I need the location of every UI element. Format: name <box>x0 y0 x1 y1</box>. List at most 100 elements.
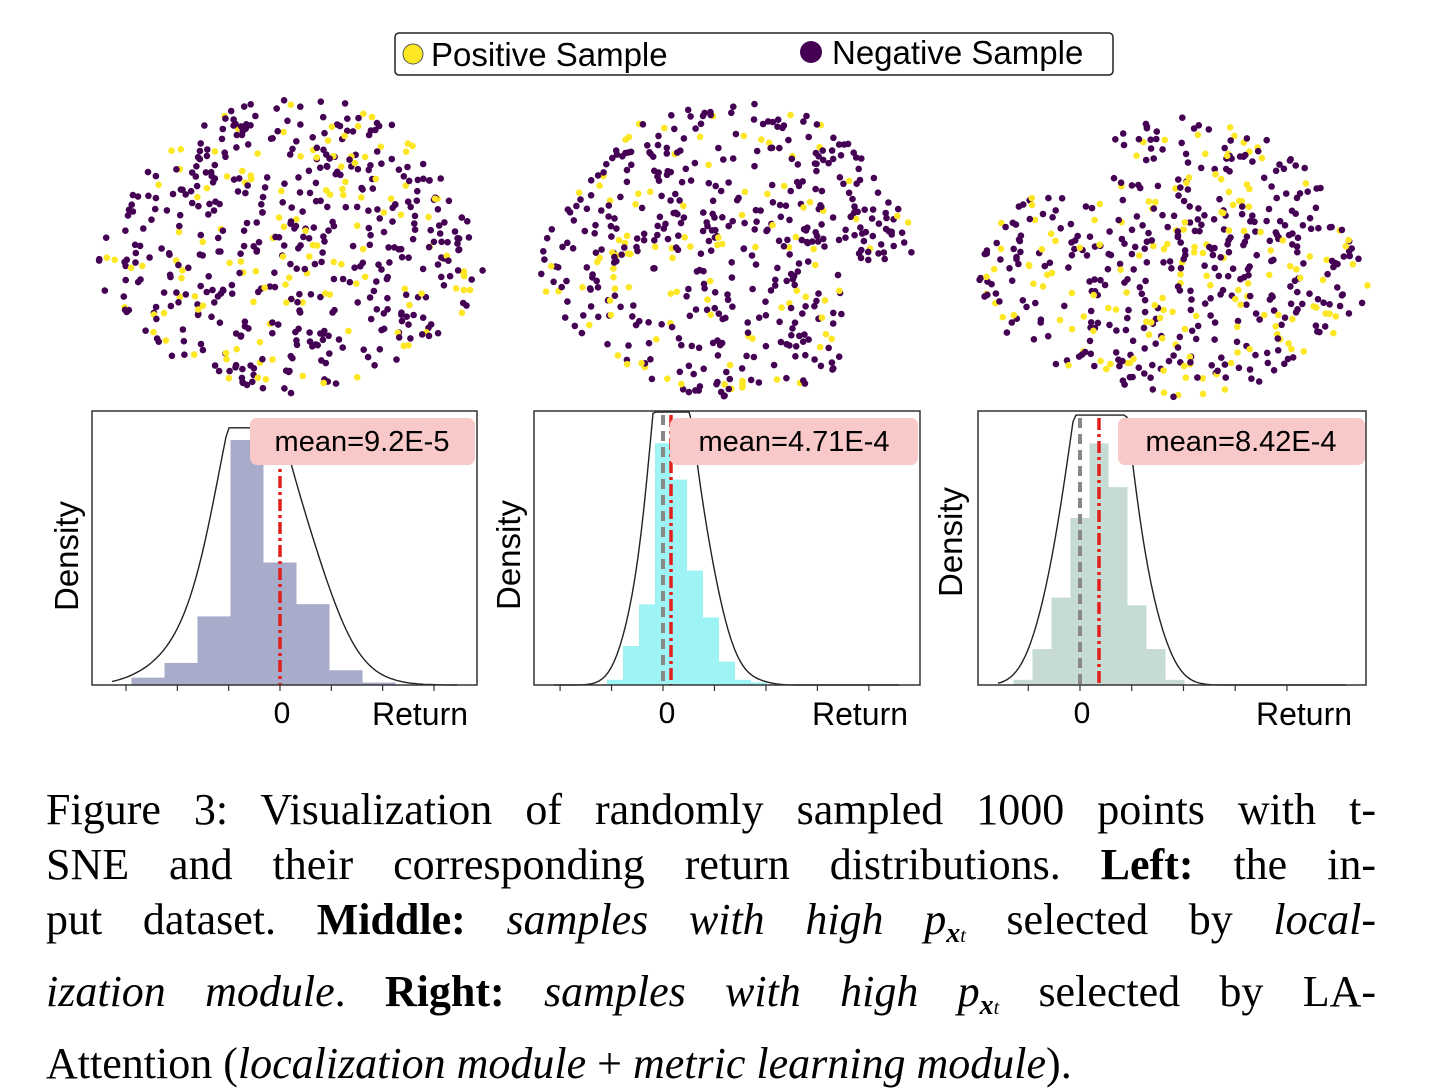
caption-text-15: metric learning module <box>633 1039 1047 1088</box>
negative-sample-point <box>600 169 607 176</box>
legend-positive-label: Positive Sample <box>431 36 668 73</box>
negative-sample-point <box>1256 316 1263 323</box>
positive-sample-point <box>999 313 1006 321</box>
positive-sample-point <box>339 185 346 193</box>
positive-sample-point <box>191 293 199 300</box>
positive-sample-point <box>177 146 185 153</box>
negative-sample-point <box>318 258 325 266</box>
negative-sample-point <box>206 200 213 208</box>
negative-sample-point <box>817 362 825 370</box>
negative-sample-point <box>569 245 577 252</box>
negative-sample-point <box>1170 212 1178 220</box>
negative-sample-point <box>129 208 137 215</box>
negative-sample-point <box>1346 252 1353 260</box>
negative-sample-point <box>281 180 288 187</box>
negative-sample-point <box>725 385 733 393</box>
positive-sample-point <box>828 335 835 343</box>
caption-figure-label: Figure 3: <box>46 785 229 834</box>
positive-sample-point <box>769 221 776 229</box>
negative-sample-point <box>792 353 799 360</box>
negative-sample-point <box>809 238 816 245</box>
negative-sample-point <box>829 320 837 327</box>
negative-sample-point <box>193 163 200 170</box>
negative-sample-point <box>1170 352 1177 359</box>
negative-sample-point <box>992 290 1000 297</box>
positive-sample-point <box>1161 136 1169 144</box>
positive-sample-point <box>718 240 726 248</box>
positive-sample-point <box>1240 227 1248 235</box>
negative-sample-point <box>195 202 202 210</box>
negative-sample-point <box>398 253 406 261</box>
positive-sample-point <box>1203 272 1210 280</box>
negative-sample-point <box>1252 228 1259 235</box>
negative-sample-point <box>1260 174 1268 182</box>
legend-negative-marker <box>800 41 822 63</box>
negative-sample-point <box>617 193 624 201</box>
negative-sample-point <box>583 264 591 271</box>
negative-sample-point <box>855 165 862 173</box>
negative-sample-point <box>1184 159 1192 166</box>
positive-sample-point <box>739 377 746 385</box>
negative-sample-point <box>592 221 599 229</box>
negative-sample-point <box>644 142 651 149</box>
negative-sample-point <box>791 319 799 327</box>
negative-sample-point <box>802 303 809 310</box>
positive-sample-point <box>705 161 712 169</box>
negative-sample-point <box>226 367 233 375</box>
negative-sample-point <box>776 318 783 326</box>
positive-sample-point <box>324 137 332 144</box>
negative-sample-point <box>772 276 779 284</box>
positive-sample-point <box>397 211 405 219</box>
negative-sample-point <box>1122 326 1130 334</box>
negative-sample-point <box>228 281 236 289</box>
positive-sample-point <box>1223 152 1231 160</box>
caption-line-4: ization module. Right: samples with high… <box>46 967 1376 1021</box>
negative-sample-point <box>407 335 414 342</box>
negative-sample-point <box>798 236 806 244</box>
negative-sample-point <box>1338 226 1346 234</box>
negative-sample-point <box>1129 373 1136 381</box>
negative-sample-point <box>293 138 300 145</box>
negative-sample-point <box>227 107 235 115</box>
negative-sample-point <box>805 336 812 343</box>
negative-sample-point <box>249 378 256 386</box>
histogram-bar <box>671 479 687 685</box>
negative-sample-point <box>228 290 236 298</box>
negative-sample-point <box>782 202 790 209</box>
mean-label-left: mean=9.2E-5 <box>275 426 450 458</box>
negative-sample-point <box>813 167 820 175</box>
histogram-bar <box>1146 649 1166 685</box>
negative-sample-point <box>1058 195 1066 202</box>
negative-sample-point <box>687 113 694 120</box>
positive-sample-point <box>1159 294 1166 302</box>
negative-sample-point <box>749 285 756 293</box>
negative-sample-point <box>204 146 211 153</box>
negative-sample-point <box>613 225 620 232</box>
negative-sample-point <box>1071 245 1078 253</box>
negative-sample-point <box>740 245 748 252</box>
positive-sample-point <box>1107 360 1114 368</box>
negative-sample-point <box>700 280 708 288</box>
negative-sample-point <box>179 326 187 333</box>
negative-sample-point <box>748 252 756 259</box>
negative-sample-point <box>803 112 810 120</box>
negative-sample-point <box>1044 332 1052 340</box>
negative-sample-point <box>672 209 679 217</box>
negative-sample-point <box>237 332 245 340</box>
negative-sample-point <box>1088 204 1096 212</box>
positive-sample-point <box>1031 216 1039 224</box>
positive-sample-point <box>377 143 385 150</box>
positive-sample-point <box>765 139 773 146</box>
positive-sample-point <box>822 330 830 338</box>
positive-sample-point <box>579 284 586 291</box>
negative-sample-point <box>1270 256 1277 264</box>
negative-sample-point <box>1006 265 1013 272</box>
negative-sample-point <box>247 362 254 369</box>
negative-sample-point <box>1178 139 1185 147</box>
negative-sample-point <box>1116 362 1123 370</box>
negative-sample-point <box>692 125 699 132</box>
negative-sample-point <box>1224 272 1232 280</box>
negative-sample-point <box>799 178 806 185</box>
negative-sample-point <box>271 283 279 291</box>
negative-sample-point <box>166 271 174 279</box>
